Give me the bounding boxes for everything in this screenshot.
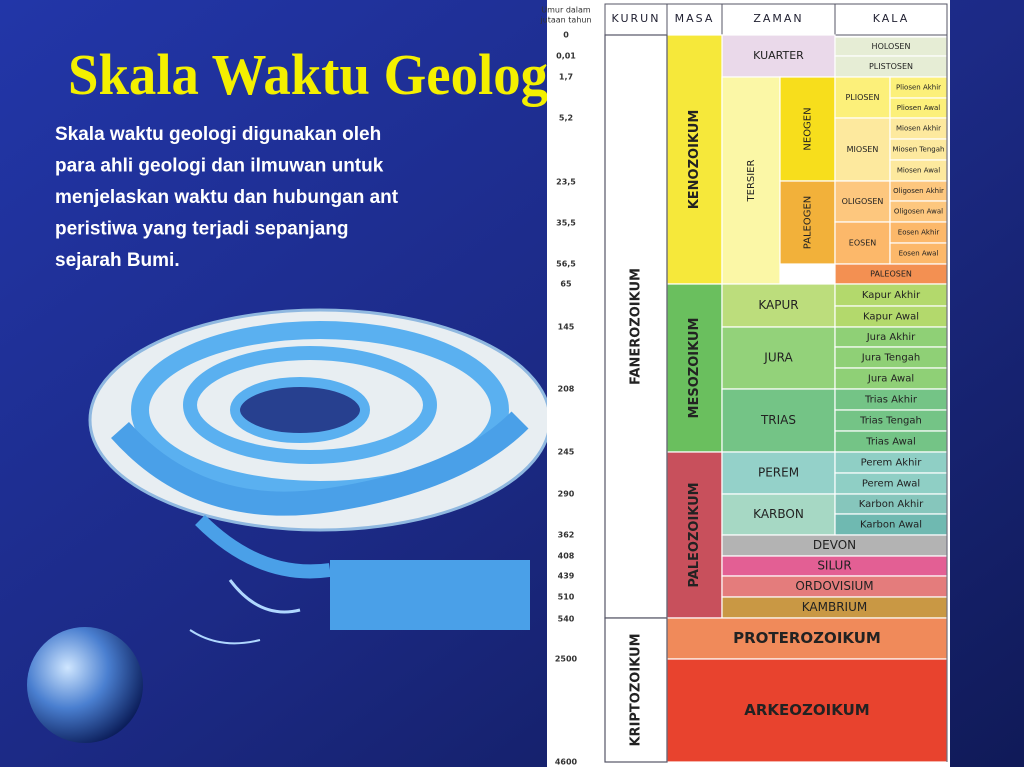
table-cell xyxy=(834,76,891,119)
cell-label: DEVON xyxy=(813,538,856,552)
table-cell xyxy=(666,283,723,453)
cell-label: PALEOZOIKUM xyxy=(687,482,702,587)
cell-label: Trias Akhir xyxy=(864,395,918,406)
age-label: 245 xyxy=(558,448,575,457)
age-label: 5,2 xyxy=(559,114,573,123)
cell-label: KAMBRIUM xyxy=(802,600,867,614)
cell-label: Karbon Awal xyxy=(860,520,922,531)
cell-label: SILUR xyxy=(817,559,851,573)
table-cell xyxy=(779,76,836,182)
cell-label: Eosen Akhir xyxy=(898,229,940,237)
table-cell xyxy=(666,658,948,763)
cell-label: KARBON xyxy=(753,507,804,521)
age-label: 510 xyxy=(558,593,575,602)
cell-label: KENOZOIKUM xyxy=(687,110,702,210)
column-header: KALA xyxy=(873,12,909,25)
age-label: 439 xyxy=(558,572,575,581)
age-label: 208 xyxy=(558,385,575,394)
cell-label: Perem Akhir xyxy=(861,458,923,469)
age-label: 65 xyxy=(560,280,572,289)
age-label: 4600 xyxy=(555,758,578,767)
cell-label: HOLOSEN xyxy=(872,42,911,51)
table-cell xyxy=(721,451,836,495)
age-label: 408 xyxy=(558,552,575,561)
cell-label: Miosen Awal xyxy=(897,167,940,175)
age-label: 1,7 xyxy=(559,73,573,82)
description-line: menjelaskan waktu dan hubungan ant xyxy=(55,187,399,208)
cell-label: Kapur Akhir xyxy=(862,290,921,301)
description-line: sejarah Bumi. xyxy=(55,250,180,271)
cell-label: PEREM xyxy=(758,466,799,480)
cell-label: Perem Awal xyxy=(862,479,920,490)
cell-label: EOSEN xyxy=(849,239,876,248)
cell-label: Miosen Akhir xyxy=(896,125,941,133)
age-label: 23,5 xyxy=(556,178,576,187)
cell-label: NEOGEN xyxy=(803,107,814,150)
cell-label: PLISTOSEN xyxy=(869,62,913,71)
cell-label: Pliosen Akhir xyxy=(896,84,941,92)
column-header: ZAMAN xyxy=(753,12,803,25)
table-cell xyxy=(721,283,836,328)
age-label: 0 xyxy=(563,31,569,40)
cell-label: TERSIER xyxy=(746,159,757,202)
cell-label: PALEOSEN xyxy=(870,270,912,279)
cell-label: PLIOSEN xyxy=(845,93,879,102)
cell-label: Trias Awal xyxy=(865,437,916,448)
cell-label: PALEOGEN xyxy=(803,196,814,250)
cell-label: KAPUR xyxy=(758,298,798,312)
cell-label: KRIPTOZOIKUM xyxy=(629,633,644,746)
cell-label: Trias Tengah xyxy=(859,416,922,427)
cell-label: Jura Tengah xyxy=(861,353,920,364)
table-cell xyxy=(834,180,891,223)
age-label: 56,5 xyxy=(556,260,576,269)
age-label: 145 xyxy=(558,323,575,332)
table-cell xyxy=(834,117,891,182)
cell-label: Oligosen Akhir xyxy=(893,187,944,195)
cell-label: ARKEOZOIKUM xyxy=(744,701,869,719)
table-cell xyxy=(721,388,836,453)
table-cell xyxy=(666,34,723,285)
cell-label: Pliosen Awal xyxy=(897,104,941,112)
cell-label: FANEROZOIKUM xyxy=(629,268,644,385)
cell-label: ORDOVISIUM xyxy=(795,579,873,593)
slide-title: Skala Waktu Geolog xyxy=(68,42,548,107)
description-line: para ahli geologi dan ilmuwan untuk xyxy=(55,156,384,177)
cell-label: MESOZOIKUM xyxy=(687,318,702,419)
cell-label: Karbon Akhir xyxy=(859,499,924,510)
cell-label: PROTEROZOIKUM xyxy=(733,629,881,647)
cell-label: Kapur Awal xyxy=(863,312,919,323)
cell-label: Miosen Tengah xyxy=(893,146,945,154)
table-cell xyxy=(779,180,836,265)
description-line: Skala waktu geologi digunakan oleh xyxy=(55,124,381,145)
cell-label: TRIAS xyxy=(760,413,796,427)
age-label: 290 xyxy=(558,490,575,499)
age-header: jutaan tahun xyxy=(539,16,591,25)
age-label: 540 xyxy=(558,615,575,624)
age-label: 0,01 xyxy=(556,52,576,61)
cell-label: Oligosen Awal xyxy=(894,208,943,216)
cell-label: KUARTER xyxy=(753,49,804,62)
cell-label: Jura Awal xyxy=(867,374,914,385)
cell-label: OLIGOSEN xyxy=(842,197,884,206)
cell-label: MIOSEN xyxy=(847,145,879,154)
description-line: peristiwa yang terjadi sepanjang xyxy=(55,219,349,240)
table-cell xyxy=(604,617,668,763)
table-cell xyxy=(834,221,891,265)
age-label: 35,5 xyxy=(556,219,576,228)
age-label: 362 xyxy=(558,531,575,540)
cell-label: Jura Akhir xyxy=(866,332,916,343)
age-label: 2500 xyxy=(555,655,578,664)
age-header: Umur dalam xyxy=(541,6,591,15)
table-cell xyxy=(721,76,781,285)
globe xyxy=(27,627,143,743)
cell-label: JURA xyxy=(763,351,793,365)
cell-label: Eosen Awal xyxy=(899,250,939,258)
column-header: MASA xyxy=(675,12,715,25)
column-header: KURUN xyxy=(612,12,661,25)
